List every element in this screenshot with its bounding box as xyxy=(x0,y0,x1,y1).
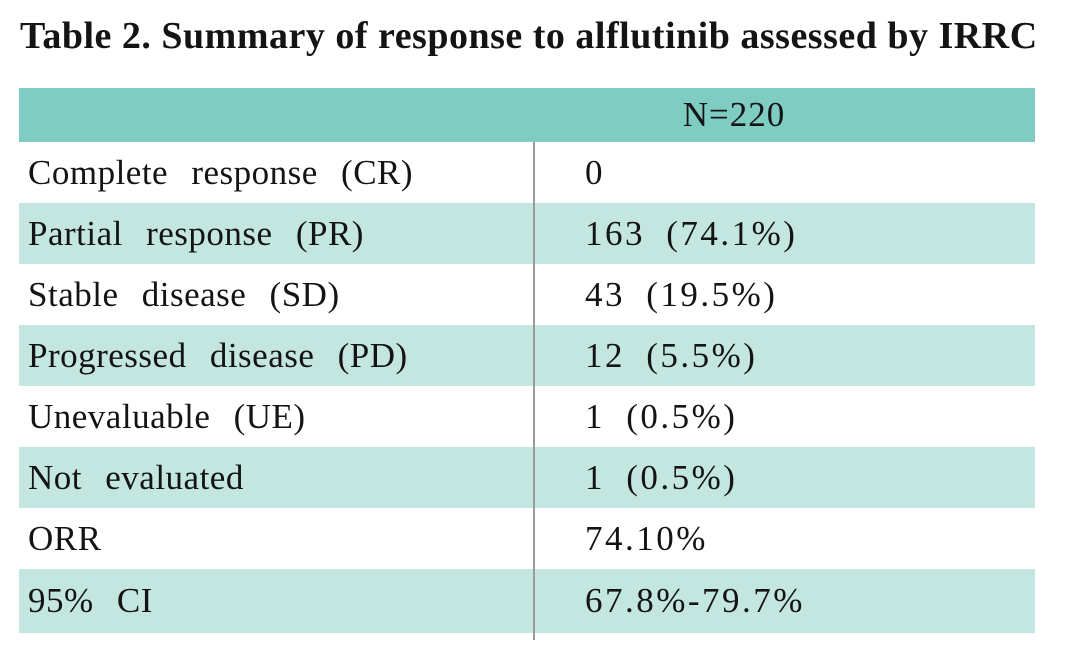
row-label: ORR xyxy=(28,518,102,558)
row-value: 12 (5.5%) xyxy=(533,325,1035,386)
table-header-row: N=220 xyxy=(19,88,1035,142)
table-row: Progressed disease (PD) 12 (5.5%) xyxy=(19,325,1035,386)
table-row: Not evaluated 1 (0.5%) xyxy=(19,447,1035,508)
column-divider-tail xyxy=(533,633,535,640)
row-value: 163 (74.1%) xyxy=(533,203,1035,264)
row-label: Not evaluated xyxy=(28,457,244,497)
table-title: Table 2. Summary of response to alflutin… xyxy=(20,15,1038,57)
n-value-header: N=220 xyxy=(682,95,786,134)
row-value: 1 (0.5%) xyxy=(533,447,1035,508)
summary-table: N=220 Complete response (CR) 0 Partial r… xyxy=(19,88,1035,633)
row-label: Progressed disease (PD) xyxy=(28,335,408,375)
row-label: Complete response (CR) xyxy=(28,152,414,192)
row-label: Unevaluable (UE) xyxy=(28,396,306,436)
table-row: Unevaluable (UE) 1 (0.5%) xyxy=(19,386,1035,447)
row-value: 0 xyxy=(533,142,1035,203)
row-label: Stable disease (SD) xyxy=(28,274,340,314)
table-row: Stable disease (SD) 43 (19.5%) xyxy=(19,264,1035,325)
table-row: Partial response (PR) 163 (74.1%) xyxy=(19,203,1035,264)
row-value: 1 (0.5%) xyxy=(533,386,1035,447)
table-row: Complete response (CR) 0 xyxy=(19,142,1035,203)
table-row: ORR 74.10% xyxy=(19,508,1035,569)
row-value: 43 (19.5%) xyxy=(533,264,1035,325)
row-label: Partial response (PR) xyxy=(28,213,364,253)
row-value: 74.10% xyxy=(533,508,1035,569)
table-row: 95% CI 67.8%-79.7% xyxy=(19,569,1035,633)
row-value: 67.8%-79.7% xyxy=(533,569,1035,633)
row-label: 95% CI xyxy=(28,581,153,620)
